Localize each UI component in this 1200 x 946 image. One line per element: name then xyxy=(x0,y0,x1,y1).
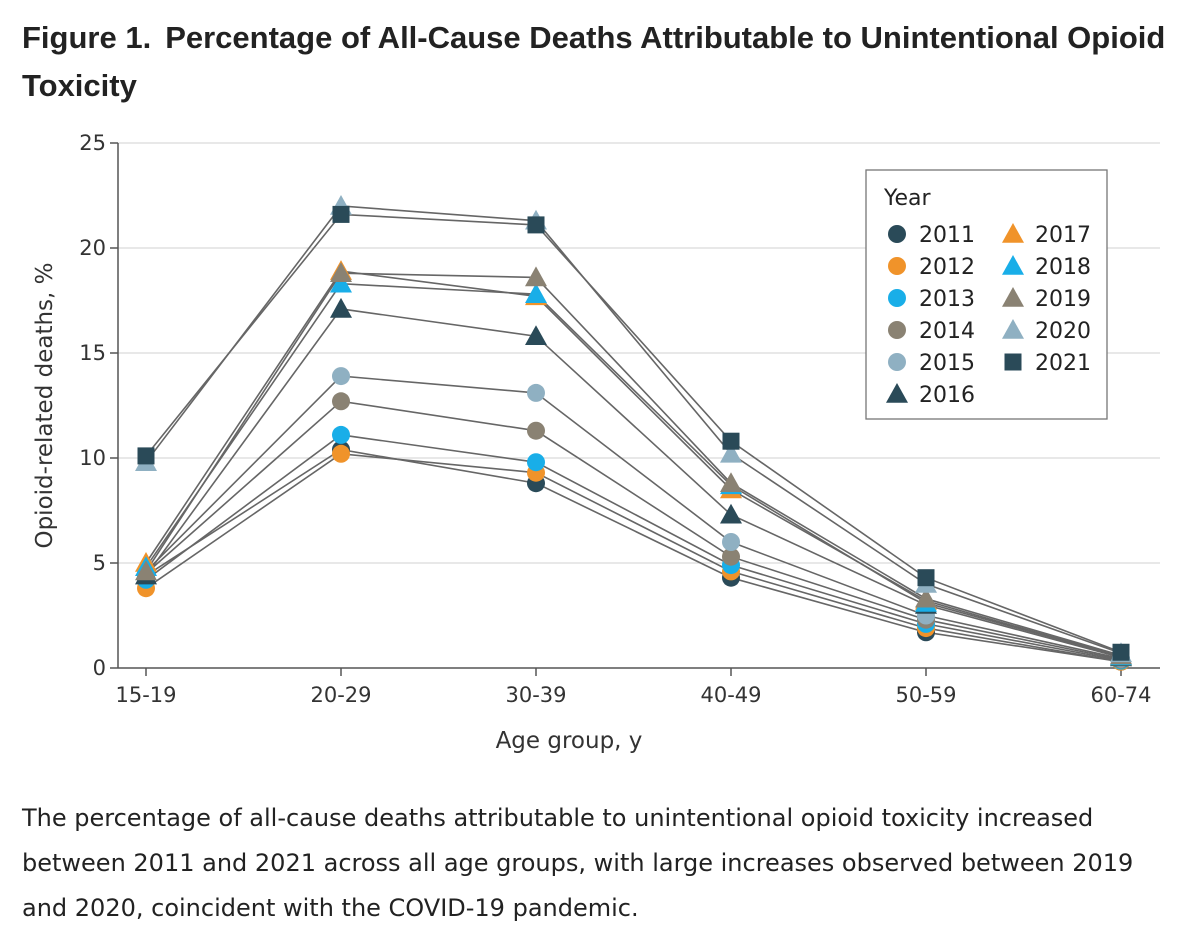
legend: Year 2011 2012 2013 2014 2015 2016 2017 2018 2019… xyxy=(865,169,1108,420)
data-point-2021-60-74 xyxy=(1112,643,1130,661)
series-line-2012 xyxy=(145,452,1122,663)
series-line-2016 xyxy=(145,308,1122,659)
series-line-2017 xyxy=(145,270,1122,658)
data-point-2013-20-29 xyxy=(332,425,350,444)
series-line-2018 xyxy=(145,282,1122,658)
y-tick-label: 0 xyxy=(93,656,106,680)
series-lines xyxy=(145,205,1122,663)
legend-label-2016: 2016 xyxy=(919,383,975,408)
legend-marker-2017 xyxy=(1002,223,1024,243)
legend-label-2017: 2017 xyxy=(1035,223,1091,248)
legend-label-2018: 2018 xyxy=(1035,255,1091,280)
legend-marker-2016 xyxy=(886,383,908,403)
y-tick-label: 10 xyxy=(79,446,106,470)
legend-title: Year xyxy=(883,186,932,211)
data-point-2016-40-49 xyxy=(720,503,742,524)
legend-marker-2018 xyxy=(1002,255,1024,275)
legend-marker-2013 xyxy=(888,289,906,307)
data-point-2018-20-29 xyxy=(330,272,352,293)
figure-caption: The percentage of all-cause deaths attri… xyxy=(22,804,1134,922)
data-point-2014-40-49 xyxy=(722,547,740,566)
legend-label-2015: 2015 xyxy=(919,351,975,376)
data-point-2021-30-39 xyxy=(527,216,545,234)
data-point-2021-15-19 xyxy=(137,447,155,465)
x-tick-label: 15-19 xyxy=(115,683,176,707)
series-line-2011 xyxy=(145,448,1122,663)
x-tick-label: 40-49 xyxy=(700,683,761,707)
legend-label-2020: 2020 xyxy=(1035,319,1091,344)
x-axis-label: Age group, y xyxy=(496,728,643,754)
data-point-2019-50-59 xyxy=(915,587,937,608)
data-point-2013-30-39 xyxy=(527,453,545,472)
y-tick-label: 5 xyxy=(93,551,106,575)
data-point-2020-40-49 xyxy=(720,442,742,463)
legend-marker-2019 xyxy=(1002,287,1024,307)
axes xyxy=(110,142,1160,676)
legend-marker-2014 xyxy=(888,321,906,339)
series-line-2021 xyxy=(145,213,1122,653)
legend-marker-2020 xyxy=(1002,319,1024,339)
legend-label-2013: 2013 xyxy=(919,287,975,312)
series-markers xyxy=(135,195,1132,671)
line-chart: 0 5 10 15 20 25 15-19 20-29 30-39 40-49 50-59 60-7… xyxy=(32,131,1160,754)
y-tick-label: 20 xyxy=(79,236,106,260)
data-point-2021-20-29 xyxy=(332,205,350,223)
legend-label-2021: 2021 xyxy=(1035,351,1091,376)
legend-marker-2021 xyxy=(1004,353,1022,371)
data-point-2019-30-39 xyxy=(525,266,547,287)
data-point-2018-30-39 xyxy=(525,283,547,303)
series-line-2013 xyxy=(145,434,1122,662)
data-point-2016-30-39 xyxy=(525,325,547,345)
y-tick-labels: 0 5 10 15 20 25 xyxy=(79,131,106,680)
figure-title: Figure 1. Percentage of All-Cause Deaths … xyxy=(22,14,1182,110)
series-line-2015 xyxy=(145,375,1122,660)
x-tick-label: 20-29 xyxy=(310,683,371,707)
series-line-2020 xyxy=(145,205,1122,655)
figure-title-text: Percentage of All-Cause Deaths Attributa… xyxy=(22,20,1166,103)
data-point-2014-30-39 xyxy=(527,421,545,440)
data-point-2015-20-29 xyxy=(332,367,350,386)
data-point-2021-40-49 xyxy=(722,432,740,450)
data-point-2019-20-29 xyxy=(330,262,352,282)
legend-label-2019: 2019 xyxy=(1035,287,1091,312)
series-line-2019 xyxy=(145,272,1122,657)
data-point-2016-20-29 xyxy=(330,297,352,318)
data-point-2021-50-59 xyxy=(917,569,935,587)
x-tick-label: 30-39 xyxy=(505,683,566,707)
x-tick-labels: 15-19 20-29 30-39 40-49 50-59 60-74 xyxy=(115,683,1151,707)
data-point-2015-40-49 xyxy=(722,533,740,551)
y-tick-label: 15 xyxy=(79,341,106,365)
legend-marker-2015 xyxy=(888,353,906,371)
legend-label-2012: 2012 xyxy=(919,255,975,280)
x-tick-label: 60-74 xyxy=(1090,683,1151,707)
y-tick-label: 25 xyxy=(79,131,106,155)
data-point-2012-20-29 xyxy=(332,444,350,463)
legend-label-2011: 2011 xyxy=(919,223,975,248)
data-point-2015-30-39 xyxy=(527,383,545,402)
legend-marker-2011 xyxy=(888,225,906,243)
figure-label: Figure 1. xyxy=(22,20,152,55)
x-tick-label: 50-59 xyxy=(895,683,956,707)
series-line-2014 xyxy=(145,400,1122,661)
legend-marker-2012 xyxy=(888,257,906,275)
y-axis-label: Opioid-related deaths, % xyxy=(32,262,58,548)
data-point-2019-40-49 xyxy=(720,472,742,492)
legend-box xyxy=(865,169,1108,420)
legend-label-2014: 2014 xyxy=(919,319,975,344)
data-point-2014-20-29 xyxy=(332,392,350,411)
data-point-2019-15-19 xyxy=(135,560,157,581)
